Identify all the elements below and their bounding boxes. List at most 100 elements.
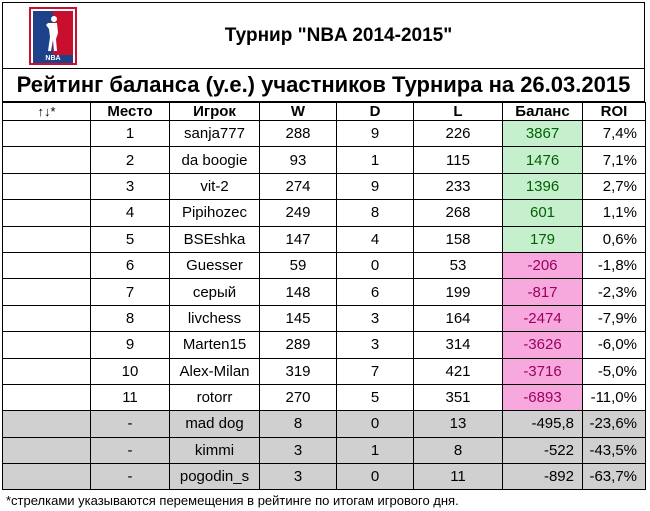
cell-l: 11: [413, 463, 503, 491]
cell-arrows: [2, 436, 91, 465]
cell-balance: 1476: [502, 146, 583, 174]
title-block: NBA Турнир "NBA 2014-2015": [2, 2, 645, 68]
cell-w: 59: [259, 251, 337, 280]
cell-player: rotorr: [169, 383, 260, 412]
cell-arrows: [2, 146, 91, 174]
cell-place: 2: [90, 146, 170, 174]
cell-w: 274: [259, 172, 337, 201]
cell-roi: 0,6%: [582, 225, 646, 253]
cell-player: Marten15: [169, 331, 260, 359]
rating-title: Рейтинг баланса (у.е.) участников Турнир…: [2, 68, 645, 102]
cell-l: 268: [413, 199, 503, 227]
cell-d: 8: [336, 199, 414, 227]
cell-arrows: [2, 225, 91, 253]
cell-d: 3: [336, 304, 414, 333]
nba-logo: NBA: [17, 7, 95, 65]
cell-arrows: [2, 251, 91, 280]
cell-w: 3: [259, 463, 337, 491]
cell-roi: 7,4%: [582, 119, 646, 148]
cell-arrows: [2, 410, 91, 438]
tournament-title: Турнир "NBA 2014-2015": [224, 25, 453, 46]
cell-player: BSEshka: [169, 225, 260, 253]
cell-l: 158: [413, 225, 503, 253]
cell-l: 199: [413, 278, 503, 306]
cell-player: da boogie: [169, 146, 260, 174]
table-row: 11 rotorr 270 5 351 -6893 -11,0%: [2, 383, 646, 412]
cell-l: 314: [413, 331, 503, 359]
table-row: 8 livchess 145 3 164 -2474 -7,9%: [2, 304, 646, 333]
cell-d: 6: [336, 278, 414, 306]
cell-l: 421: [413, 357, 503, 385]
cell-w: 249: [259, 199, 337, 227]
cell-d: 3: [336, 331, 414, 359]
cell-roi: 7,1%: [582, 146, 646, 174]
cell-d: 9: [336, 172, 414, 201]
cell-place: 11: [90, 383, 170, 412]
cell-place: -: [90, 463, 170, 491]
cell-player: livchess: [169, 304, 260, 333]
cell-w: 288: [259, 119, 337, 148]
cell-player: pogodin_s: [169, 463, 260, 491]
cell-arrows: [2, 172, 91, 201]
cell-roi: -2,3%: [582, 278, 646, 306]
table-header-row: ↑↓* Место Игрок W D L Баланс ROI: [2, 102, 646, 121]
cell-arrows: [2, 278, 91, 306]
col-place: Место: [90, 102, 170, 121]
inactive-player-row: - mad dog 8 0 13 -495,8 -23,6%: [2, 410, 646, 438]
table-row: 9 Marten15 289 3 314 -3626 -6,0%: [2, 331, 646, 359]
table-row: 5 BSEshka 147 4 158 179 0,6%: [2, 225, 646, 253]
cell-player: серый: [169, 278, 260, 306]
cell-l: 164: [413, 304, 503, 333]
cell-arrows: [2, 463, 91, 491]
cell-d: 0: [336, 410, 414, 438]
cell-place: -: [90, 436, 170, 465]
cell-place: 3: [90, 172, 170, 201]
cell-w: 270: [259, 383, 337, 412]
cell-balance: -817: [502, 278, 583, 306]
cell-l: 233: [413, 172, 503, 201]
cell-place: 8: [90, 304, 170, 333]
cell-w: 148: [259, 278, 337, 306]
footnote: *стрелками указываются перемещения в рей…: [6, 493, 459, 509]
cell-place: -: [90, 410, 170, 438]
cell-player: sanja777: [169, 119, 260, 148]
cell-place: 10: [90, 357, 170, 385]
cell-place: 4: [90, 199, 170, 227]
cell-player: Guesser: [169, 251, 260, 280]
table-row: 7 серый 148 6 199 -817 -2,3%: [2, 278, 646, 306]
cell-balance: -3626: [502, 331, 583, 359]
cell-balance: 1396: [502, 172, 583, 201]
cell-arrows: [2, 357, 91, 385]
cell-balance: -892: [502, 463, 583, 491]
cell-place: 5: [90, 225, 170, 253]
cell-d: 1: [336, 436, 414, 465]
cell-roi: -11,0%: [582, 383, 646, 412]
cell-d: 7: [336, 357, 414, 385]
table-row: 1 sanja777 288 9 226 3867 7,4%: [2, 119, 646, 148]
cell-player: Pipihozec: [169, 199, 260, 227]
rating-table: ↑↓* Место Игрок W D L Баланс ROI 1 sanja7…: [2, 102, 646, 491]
cell-roi: -23,6%: [582, 410, 646, 438]
cell-d: 9: [336, 119, 414, 148]
cell-roi: 2,7%: [582, 172, 646, 201]
cell-player: mad dog: [169, 410, 260, 438]
cell-arrows: [2, 331, 91, 359]
cell-roi: -5,0%: [582, 357, 646, 385]
cell-arrows: [2, 304, 91, 333]
col-l: L: [413, 102, 503, 121]
cell-l: 351: [413, 383, 503, 412]
cell-balance: 601: [502, 199, 583, 227]
cell-l: 8: [413, 436, 503, 465]
cell-d: 5: [336, 383, 414, 412]
cell-w: 289: [259, 331, 337, 359]
cell-l: 115: [413, 146, 503, 174]
cell-place: 7: [90, 278, 170, 306]
cell-w: 147: [259, 225, 337, 253]
cell-arrows: [2, 199, 91, 227]
cell-balance: -3716: [502, 357, 583, 385]
cell-player: kimmi: [169, 436, 260, 465]
cell-d: 0: [336, 463, 414, 491]
cell-roi: 1,1%: [582, 199, 646, 227]
cell-balance: -6893: [502, 383, 583, 412]
